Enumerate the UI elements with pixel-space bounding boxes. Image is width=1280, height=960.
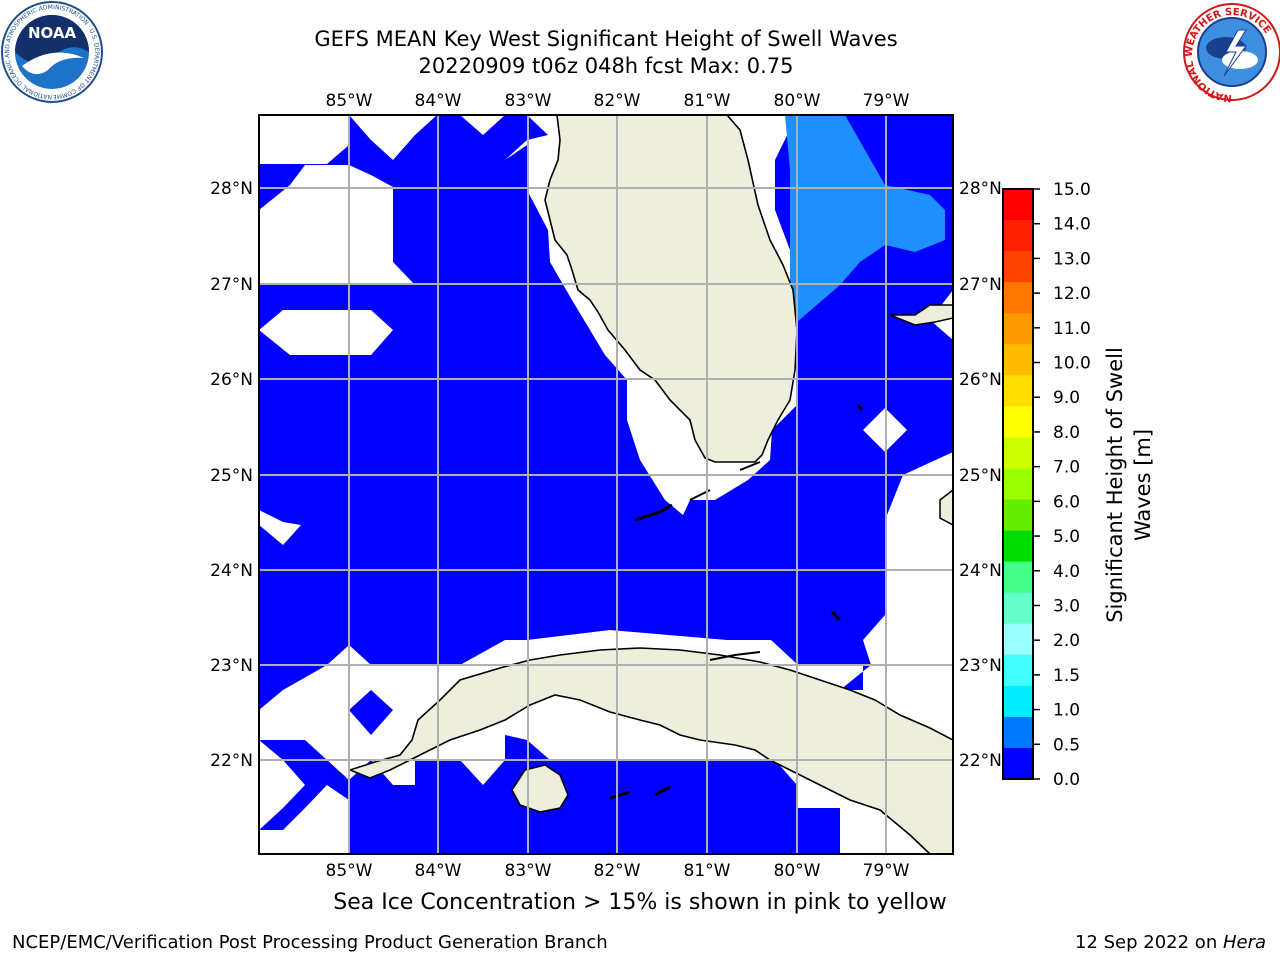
lat-tick-right: 24°N — [959, 561, 1002, 581]
lat-tick-right: 26°N — [959, 370, 1002, 390]
colorbar-labels: 15.0 14.0 13.0 12.0 11.0 10.0 9.0 8.0 7.0 6.0 5.0 4… — [1033, 180, 1091, 790]
colorbar-segment — [1003, 592, 1033, 625]
colorbar-segment — [1003, 251, 1033, 283]
colorbar-segment — [1003, 561, 1033, 594]
colorbar-label: 5.0 — [1053, 527, 1080, 547]
lon-tick-bottom: 81°W — [684, 861, 731, 881]
colorbar-label: 0.0 — [1053, 770, 1080, 790]
colorbar-label: 8.0 — [1053, 423, 1080, 443]
lat-tick-left: 23°N — [210, 656, 253, 676]
lat-tick-right: 25°N — [959, 466, 1002, 486]
lon-tick-bottom: 84°W — [415, 861, 462, 881]
lat-tick-right: 28°N — [959, 179, 1002, 199]
colorbar-segment — [1003, 654, 1033, 687]
lon-ticks-top: 85°W 84°W 83°W 82°W 81°W 80°W 79°W — [326, 91, 910, 111]
noaa-logo: NATIONAL OCEANIC AND ATMOSPHERIC ADMINIS… — [0, 0, 103, 103]
colorbar-segment — [1003, 499, 1033, 532]
colorbar-segment — [1003, 375, 1033, 407]
run-date-text: 12 Sep 2022 on Hera — [1075, 932, 1266, 953]
swell-field-0.5-1.0 — [785, 115, 945, 322]
lon-tick-top: 80°W — [774, 91, 821, 111]
colorbar-label: 9.0 — [1053, 388, 1080, 408]
colorbar-label: 1.0 — [1053, 701, 1080, 721]
nws-logo: NATIONAL WEATHER SERVICE — [1183, 3, 1280, 103]
colorbar-label: 12.0 — [1053, 284, 1091, 304]
colorbar-segment — [1003, 747, 1033, 780]
lon-tick-bottom: 83°W — [505, 861, 552, 881]
lon-tick-top: 83°W — [505, 91, 552, 111]
colorbar-label: 6.0 — [1053, 492, 1080, 512]
colorbar-title-line1: Significant Height of Swell — [1103, 347, 1127, 623]
colorbar — [1003, 189, 1033, 780]
noaa-logo-text: NOAA — [28, 24, 77, 42]
lon-tick-bottom: 85°W — [326, 861, 373, 881]
colorbar-segment — [1003, 468, 1033, 501]
colorbar-label: 2.0 — [1053, 631, 1080, 651]
lat-tick-right: 22°N — [959, 751, 1002, 771]
land-florida — [544, 115, 798, 463]
lon-tick-top: 81°W — [684, 91, 731, 111]
colorbar-segment — [1003, 282, 1033, 314]
colorbar-segment — [1003, 406, 1033, 438]
lon-ticks-bottom: 85°W 84°W 83°W 82°W 81°W 80°W 79°W — [326, 861, 910, 881]
map-title-line2: 20220909 t06z 048h fcst Max: 0.75 — [418, 54, 794, 78]
colorbar-label: 3.0 — [1053, 596, 1080, 616]
lon-tick-bottom: 82°W — [594, 861, 641, 881]
land-cuba — [347, 647, 953, 854]
colorbar-label: 10.0 — [1053, 354, 1091, 374]
colorbar-label: 15.0 — [1053, 180, 1091, 200]
lon-tick-bottom: 80°W — [774, 861, 821, 881]
colorbar-segment — [1003, 716, 1033, 749]
swell-field-0-0.5 — [259, 115, 953, 735]
machine-name: Hera — [1222, 932, 1266, 953]
map-gridlines — [259, 115, 953, 854]
colorbar-frame — [1002, 188, 1034, 780]
colorbar-label: 13.0 — [1053, 249, 1091, 269]
colorbar-label: 11.0 — [1053, 319, 1091, 339]
colorbar-label: 14.0 — [1053, 215, 1091, 235]
colorbar-label: 1.5 — [1053, 666, 1080, 686]
colorbar-label: 0.5 — [1053, 735, 1080, 755]
colorbar-segment — [1003, 437, 1033, 469]
map-area — [259, 115, 953, 854]
lat-tick-left: 24°N — [210, 561, 253, 581]
sea-ice-note: Sea Ice Concentration > 15% is shown in … — [333, 890, 947, 915]
colorbar-label: 4.0 — [1053, 562, 1080, 582]
lon-tick-bottom: 79°W — [863, 861, 910, 881]
colorbar-segment — [1003, 313, 1033, 345]
land-isla-juventud — [511, 764, 569, 813]
colorbar-segment — [1003, 530, 1033, 563]
lat-tick-left: 28°N — [210, 179, 253, 199]
lon-tick-top: 82°W — [594, 91, 641, 111]
map-title-line1: GEFS MEAN Key West Significant Height of… — [314, 27, 898, 51]
lon-tick-top: 79°W — [863, 91, 910, 111]
run-date: 12 Sep 2022 on — [1075, 932, 1223, 953]
colorbar-segment — [1003, 685, 1033, 718]
colorbar-title-line2: Waves [m] — [1131, 429, 1155, 541]
lat-ticks-left: 28°N 27°N 26°N 25°N 24°N 23°N 22°N — [210, 179, 253, 771]
colorbar-segment — [1003, 344, 1033, 376]
lon-tick-top: 85°W — [326, 91, 373, 111]
colorbar-label: 7.0 — [1053, 458, 1080, 478]
colorbar-segment — [1003, 189, 1033, 221]
lat-tick-left: 26°N — [210, 370, 253, 390]
colorbar-segment — [1003, 623, 1033, 656]
lat-tick-left: 27°N — [210, 275, 253, 295]
lat-tick-left: 22°N — [210, 751, 253, 771]
credit-text: NCEP/EMC/Verification Post Processing Pr… — [12, 932, 608, 953]
lat-tick-left: 25°N — [210, 466, 253, 486]
lat-tick-right: 27°N — [959, 275, 1002, 295]
map-frame — [258, 114, 954, 855]
lat-tick-right: 23°N — [959, 656, 1002, 676]
colorbar-segment — [1003, 220, 1033, 252]
lat-ticks-right: 28°N 27°N 26°N 25°N 24°N 23°N 22°N — [959, 179, 1002, 771]
lon-tick-top: 84°W — [415, 91, 462, 111]
